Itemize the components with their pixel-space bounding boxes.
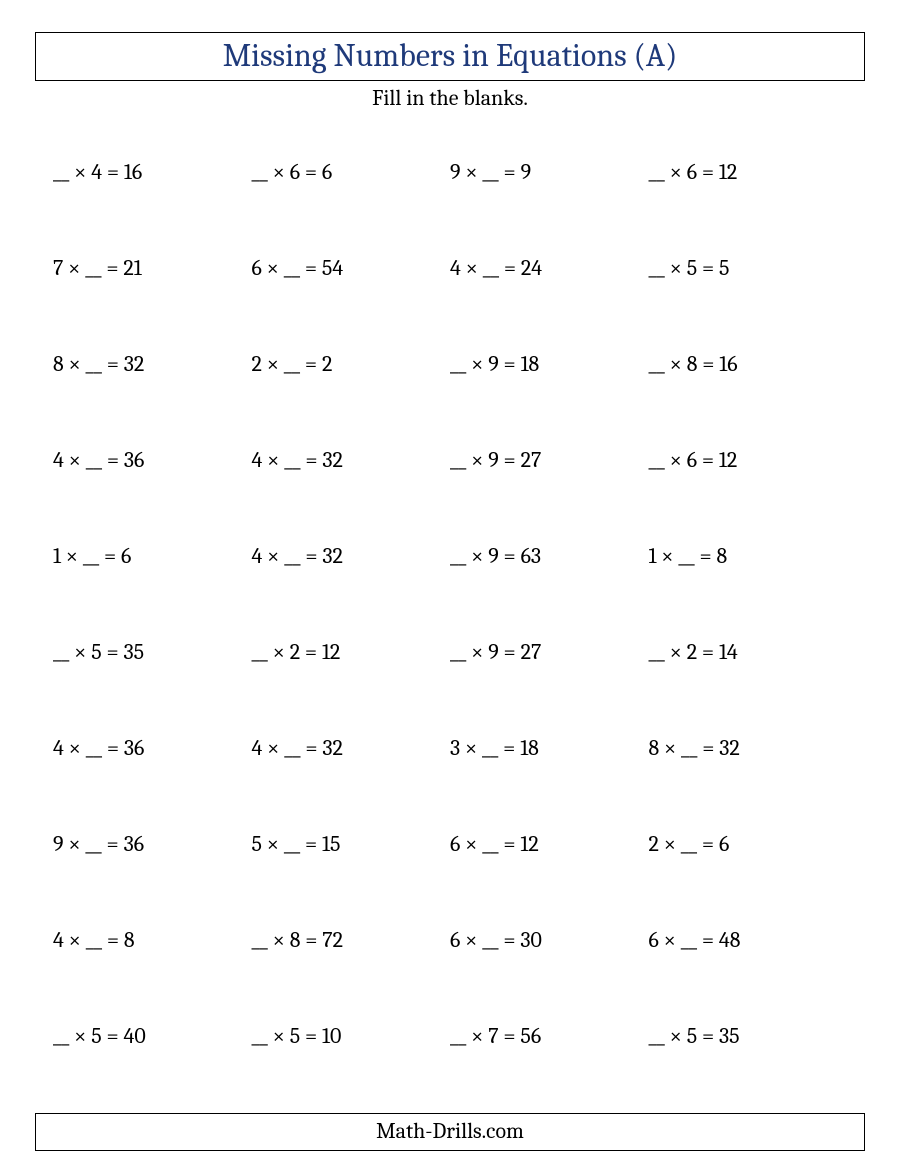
- equation-cell: 8 × __ = 32: [649, 735, 848, 761]
- equation-cell: 4 × __ = 24: [450, 255, 649, 281]
- equation-cell: __ × 9 = 63: [450, 543, 649, 569]
- footer-text: Math-Drills.com: [376, 1118, 524, 1144]
- equation-cell: __ × 7 = 56: [450, 1023, 649, 1049]
- equation-grid: __ × 4 = 16 __ × 6 = 6 9 × __ = 9 __ × 6…: [35, 159, 865, 1049]
- equation-cell: 6 × __ = 54: [252, 255, 451, 281]
- equation-cell: __ × 9 = 18: [450, 351, 649, 377]
- equation-cell: 8 × __ = 32: [53, 351, 252, 377]
- equation-cell: 2 × __ = 6: [649, 831, 848, 857]
- equation-cell: 4 × __ = 36: [53, 447, 252, 473]
- equation-cell: 5 × __ = 15: [252, 831, 451, 857]
- equation-cell: 9 × __ = 9: [450, 159, 649, 185]
- equation-cell: __ × 2 = 12: [252, 639, 451, 665]
- title-box: Missing Numbers in Equations (A): [35, 32, 865, 81]
- equation-cell: __ × 2 = 14: [649, 639, 848, 665]
- equation-cell: 2 × __ = 2: [252, 351, 451, 377]
- equation-cell: 7 × __ = 21: [53, 255, 252, 281]
- equation-cell: __ × 6 = 12: [649, 447, 848, 473]
- equation-cell: __ × 8 = 72: [252, 927, 451, 953]
- equation-cell: __ × 5 = 35: [53, 639, 252, 665]
- equation-cell: 1 × __ = 8: [649, 543, 848, 569]
- equation-cell: 4 × __ = 32: [252, 447, 451, 473]
- equation-cell: __ × 5 = 35: [649, 1023, 848, 1049]
- equation-cell: __ × 8 = 16: [649, 351, 848, 377]
- equation-cell: 6 × __ = 48: [649, 927, 848, 953]
- equation-cell: 6 × __ = 12: [450, 831, 649, 857]
- equation-cell: __ × 5 = 5: [649, 255, 848, 281]
- equation-cell: __ × 9 = 27: [450, 447, 649, 473]
- equation-cell: 4 × __ = 32: [252, 543, 451, 569]
- equation-cell: 4 × __ = 36: [53, 735, 252, 761]
- equation-cell: __ × 6 = 6: [252, 159, 451, 185]
- equation-cell: __ × 4 = 16: [53, 159, 252, 185]
- equation-cell: __ × 9 = 27: [450, 639, 649, 665]
- equation-cell: 3 × __ = 18: [450, 735, 649, 761]
- equation-cell: 1 × __ = 6: [53, 543, 252, 569]
- subtitle: Fill in the blanks.: [35, 85, 865, 111]
- equation-cell: 4 × __ = 8: [53, 927, 252, 953]
- equation-cell: __ × 6 = 12: [649, 159, 848, 185]
- equation-cell: 4 × __ = 32: [252, 735, 451, 761]
- equation-cell: 9 × __ = 36: [53, 831, 252, 857]
- footer-box: Math-Drills.com: [35, 1113, 865, 1151]
- page-title: Missing Numbers in Equations (A): [223, 37, 678, 74]
- equation-cell: 6 × __ = 30: [450, 927, 649, 953]
- equation-cell: __ × 5 = 10: [252, 1023, 451, 1049]
- equation-cell: __ × 5 = 40: [53, 1023, 252, 1049]
